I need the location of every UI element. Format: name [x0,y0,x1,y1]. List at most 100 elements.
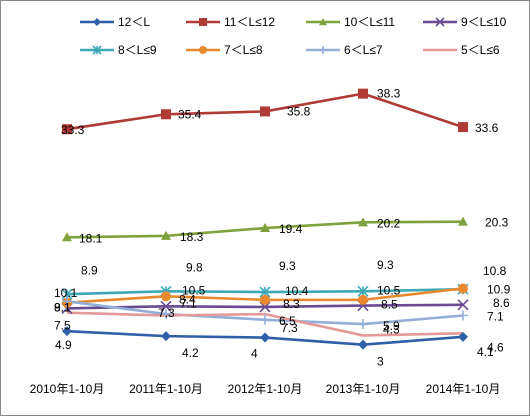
series-markers [61,88,469,350]
data-point [358,339,368,350]
data-point [161,291,171,302]
data-label: 20.2 [377,216,401,230]
legend-swatch-marker [199,18,207,26]
data-label: 9.3 [279,259,296,273]
data-label: 10.5 [182,283,206,297]
x-tick-label: 2013年1-10月 [326,382,401,396]
data-label: 8.3 [283,297,300,311]
series-line [66,311,464,337]
legend-swatch-marker [319,46,327,54]
data-label: 8.5 [381,298,398,312]
data-point [458,310,468,321]
data-label: 7.1 [180,297,197,311]
data-point [259,301,271,313]
data-point [458,283,468,294]
data-label: 7.3 [158,306,175,320]
data-point [358,319,368,330]
legend-label: 8＜L≤9 [118,43,157,57]
data-label: 19.4 [279,222,303,236]
legend-swatch-marker [435,17,445,27]
x-tick-label: 2012年1-10月 [228,382,303,396]
data-label: 9.1 [54,300,71,314]
data-label: 33.6 [475,121,499,135]
legend-swatch-marker [93,18,101,26]
data-point [62,124,72,135]
data-label: 10.1 [54,286,78,300]
legend-item: 7＜L≤8 [186,43,263,57]
data-label: 3 [377,355,384,369]
data-label: 7.5 [54,319,71,333]
data-point [457,299,469,311]
data-label: 10.8 [483,264,507,278]
data-point [260,223,270,233]
data-label: 9.3 [377,258,394,272]
data-label: 18.1 [79,231,103,245]
data-label: 4.3 [383,322,400,336]
legend-swatch-marker [319,18,327,26]
data-label: 33.3 [61,123,85,137]
data-label: 6.5 [279,314,296,328]
data-point [161,331,171,342]
data-label: 4 [251,347,258,361]
data-label: 10.4 [285,284,309,298]
legend-label: 6＜L≤7 [344,43,383,57]
legend-label: 7＜L≤8 [224,43,263,57]
legend-label: 9＜L≤10 [461,15,507,29]
data-label: 5.9 [383,319,400,333]
legend-item: 11＜L≤12 [186,15,275,29]
data-point [161,309,171,320]
data-label: 20.3 [485,216,509,230]
legend-item: 10＜L≤11 [306,15,395,29]
data-label: 8.4 [179,292,196,306]
x-tick-label: 2014年1-10月 [426,382,501,396]
data-label: 10.5 [377,283,401,297]
data-label: 7.3 [281,321,298,335]
data-point [62,326,72,337]
data-point [161,109,171,120]
data-point [260,332,270,343]
data-point [358,217,368,227]
data-label: 38.3 [377,87,401,101]
data-labels: 4.9 4.2 4 3 4.1 33.3 35.4 35.8 38.3 33.6 18.1 18.3 1… [54,87,511,369]
data-point [62,296,72,307]
data-label: 4.6 [487,340,504,354]
x-tick-label: 2010年1-10月 [30,382,105,396]
data-point [458,216,468,226]
data-point [458,122,468,133]
data-label: 35.4 [178,107,202,121]
legend-item: 6＜L≤7 [306,43,383,57]
data-label: 4.2 [182,346,199,360]
legend-swatch-marker [92,45,102,55]
data-point [160,300,172,312]
legend-swatch-marker [199,46,207,54]
data-label: 8.9 [81,264,98,278]
data-label: 10.9 [487,282,511,296]
legend-label: 11＜L≤12 [224,15,275,29]
data-point [260,314,270,325]
legend-item: 12＜L [80,15,150,29]
data-label: 35.8 [287,104,311,118]
x-axis-ticks: 2010年1-10月 2011年1-10月 2012年1-10月 2013年1-10月… [30,382,501,396]
data-label: 9.8 [186,260,203,274]
legend-item: 8＜L≤9 [80,43,157,57]
data-label: 8.6 [493,296,510,310]
data-point [260,106,270,117]
data-label: 4.9 [55,338,72,352]
data-point [357,285,369,297]
legend-label: 12＜L [118,15,150,29]
data-point [458,331,468,342]
data-point [358,294,368,305]
data-point [161,230,171,240]
legend-label: 10＜L≤11 [344,15,395,29]
legend-item: 9＜L≤10 [423,15,507,29]
data-point [62,232,72,242]
data-label: 18.3 [180,230,204,244]
data-label: 4.1 [477,345,494,359]
data-point [358,88,368,99]
legend-item: 5＜L≤6 [423,43,500,57]
legend: 12＜L 11＜L≤12 10＜L≤11 9＜L≤10 8＜L≤9 7＜L≤8 6＜L≤7 5… [80,15,507,57]
data-point [260,294,270,305]
data-label: 7.1 [487,310,504,324]
